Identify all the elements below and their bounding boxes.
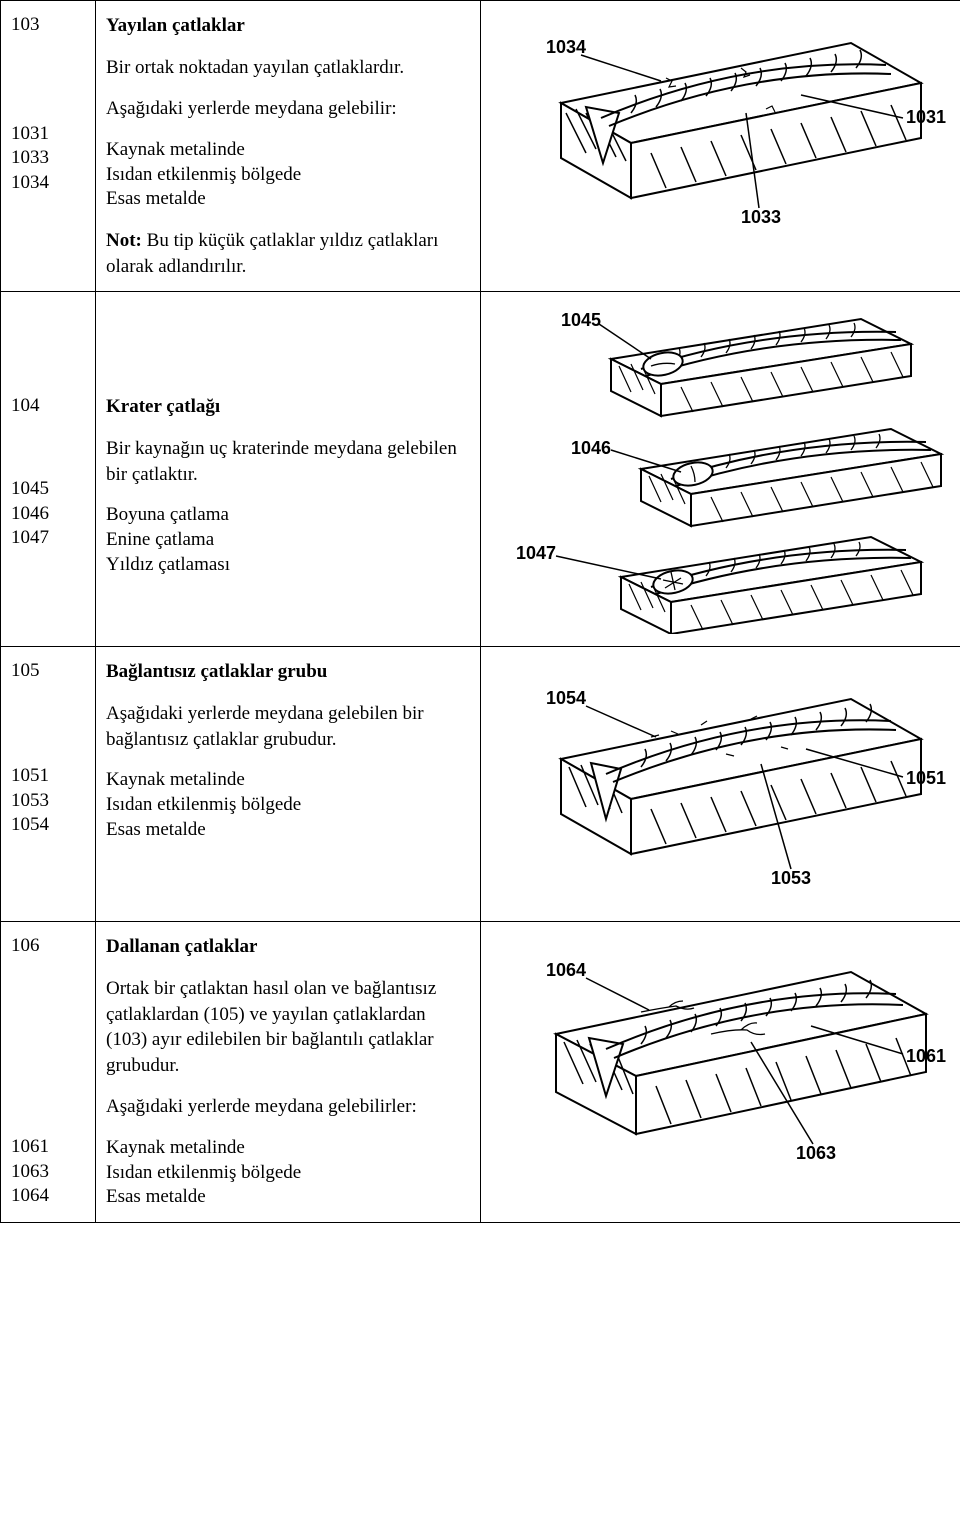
sub-text: Enine çatlama	[106, 528, 470, 553]
diagram-label: 1045	[561, 310, 601, 330]
diagram-label: 1064	[546, 960, 586, 980]
table-row: 103 1031 1033 1034 Yayılan çatlaklar Bir…	[1, 1, 960, 292]
weld-diagram-icon: 1034 1031 1033	[491, 13, 951, 253]
sub-text: Boyuna çatlama	[106, 503, 470, 528]
sub-code: 1063	[11, 1160, 85, 1185]
defect-title: Dallanan çatlaklar	[106, 936, 257, 957]
main-code: 104	[11, 394, 85, 419]
sub-code: 1034	[11, 171, 85, 196]
sub-text: Esas metalde	[106, 1185, 470, 1210]
sub-text: Esas metalde	[106, 818, 470, 843]
diagram-label: 1054	[546, 688, 586, 708]
sub-code: 1046	[11, 502, 85, 527]
diagram-label: 1053	[771, 868, 811, 888]
table-row: 104 1045 1046 1047 Krater çatlağı Bir ka…	[1, 292, 960, 647]
sub-code: 1061	[11, 1135, 85, 1160]
defect-desc: Aşağıdaki yerlerde meydana gelebilen bir…	[106, 701, 470, 752]
table-row: 105 1051 1053 1054 Bağlantısız çatlaklar…	[1, 647, 960, 922]
sub-code: 1054	[11, 813, 85, 838]
table-row: 106 1061 1063 1064 Dallanan çatlaklar Or…	[1, 922, 960, 1223]
defect-desc: Aşağıdaki yerlerde meydana gelebilirler:	[106, 1094, 470, 1120]
diagram-label: 1046	[571, 438, 611, 458]
main-code: 105	[11, 659, 85, 684]
sub-code: 1064	[11, 1184, 85, 1209]
note-prefix: Not:	[106, 230, 142, 251]
defect-title: Yayılan çatlaklar	[106, 15, 245, 36]
sub-code: 1033	[11, 146, 85, 171]
weld-diagram-icon: 1054 1051 1053	[491, 659, 951, 909]
main-code: 106	[11, 934, 85, 959]
diagram-label: 1031	[906, 107, 946, 127]
sub-text: Isıdan etkilenmiş bölgede	[106, 1161, 470, 1186]
weld-diagram-icon: 1045 1046 1047	[491, 304, 951, 634]
diagram-label: 1061	[906, 1046, 946, 1066]
sub-text: Isıdan etkilenmiş bölgede	[106, 793, 470, 818]
diagram-label: 1033	[741, 207, 781, 227]
defect-title: Bağlantısız çatlaklar grubu	[106, 661, 327, 682]
sub-text: Kaynak metalinde	[106, 1136, 470, 1161]
sub-text: Esas metalde	[106, 187, 470, 212]
defect-desc: Bir kaynağın uç kraterinde meydana geleb…	[106, 436, 470, 487]
defect-desc: Aşağıdaki yerlerde meydana gelebilir:	[106, 96, 470, 122]
sub-code: 1047	[11, 526, 85, 551]
diagram-label: 1047	[516, 543, 556, 563]
diagram-label: 1063	[796, 1143, 836, 1163]
defect-title: Krater çatlağı	[106, 396, 220, 417]
sub-text: Kaynak metalinde	[106, 768, 470, 793]
defect-desc: Ortak bir çatlaktan hasıl olan ve bağlan…	[106, 976, 470, 1079]
sub-code: 1045	[11, 477, 85, 502]
defect-table: 103 1031 1033 1034 Yayılan çatlaklar Bir…	[0, 0, 960, 1223]
note-text: Bu tip küçük çatlaklar yıldız çatlakları…	[106, 230, 438, 277]
sub-code: 1051	[11, 764, 85, 789]
defect-desc: Bir ortak noktadan yayılan çatlaklardır.	[106, 55, 470, 81]
diagram-label: 1051	[906, 768, 946, 788]
sub-text: Kaynak metalinde	[106, 138, 470, 163]
main-code: 103	[11, 13, 85, 38]
sub-code: 1053	[11, 789, 85, 814]
sub-code: 1031	[11, 122, 85, 147]
sub-text: Isıdan etkilenmiş bölgede	[106, 163, 470, 188]
diagram-label: 1034	[546, 37, 586, 57]
weld-diagram-icon: 1064 1061 1063	[491, 934, 951, 1184]
sub-text: Yıldız çatlaması	[106, 553, 470, 578]
